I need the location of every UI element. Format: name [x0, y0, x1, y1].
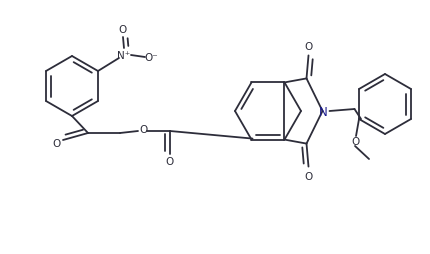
Text: O: O [304, 42, 312, 52]
Text: N⁺: N⁺ [117, 51, 130, 61]
Text: O⁻: O⁻ [144, 53, 157, 63]
Text: O: O [350, 136, 358, 146]
Text: O: O [138, 124, 147, 134]
Text: O: O [304, 171, 312, 181]
Text: O: O [52, 138, 60, 148]
Text: N: N [318, 105, 327, 118]
Text: O: O [119, 25, 127, 35]
Text: O: O [166, 156, 174, 166]
